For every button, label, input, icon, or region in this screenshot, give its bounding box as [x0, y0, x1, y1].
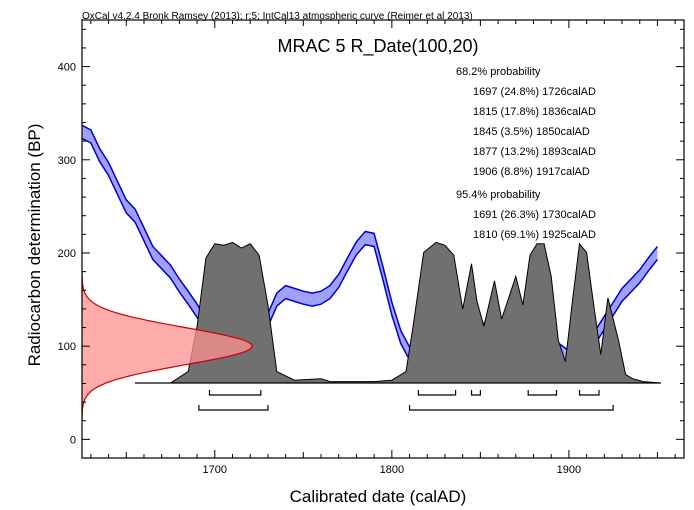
posterior-distribution: [135, 241, 662, 384]
probability-ranges-legend: 68.2% probability 1697 (24.8%) 1726calAD 1…: [456, 66, 596, 241]
range-entry: 1877 (13.2%) 1893calAD: [473, 146, 596, 158]
range-entry: 1815 (17.8%) 1836calAD: [473, 106, 596, 118]
x-tick-label: 1700: [203, 464, 227, 476]
x-tick-label: 1900: [557, 464, 581, 476]
measurement-distribution: [82, 271, 252, 421]
posterior-layer: [135, 241, 662, 384]
y-tick-label: 200: [58, 248, 76, 260]
x-tick-label: 1800: [380, 464, 404, 476]
range-bracket-95-1: [408, 405, 614, 411]
range-heading-95: 95.4% probability: [456, 189, 541, 201]
range-bracket-68-4: [578, 390, 600, 396]
y-tick-label: 300: [58, 155, 76, 167]
y-axis-label: Radiocarbon determination (BP): [25, 124, 44, 367]
axis-ticks-layer: 0 100 200 300 400 1700 1800 1900: [58, 20, 684, 476]
range-bracket-68-3: [527, 390, 558, 396]
range-entry: 1697 (24.8%) 1726calAD: [473, 86, 596, 98]
y-tick-label: 0: [70, 434, 76, 446]
range-heading-68: 68.2% probability: [456, 66, 541, 78]
measurement-layer: [81, 271, 253, 421]
calibration-curve-upper: [81, 124, 658, 360]
range-entry: 1906 (8.8%) 1917calAD: [473, 166, 590, 178]
range-bracket-68-0: [208, 390, 262, 396]
plot-frame: [81, 19, 685, 459]
range-bracket-68-1: [417, 390, 457, 396]
y-tick-label: 100: [58, 341, 76, 353]
range-entry: 1691 (26.3%) 1730calAD: [473, 209, 596, 221]
range-entry: 1845 (3.5%) 1850calAD: [473, 126, 590, 138]
y-tick-label: 400: [58, 62, 76, 74]
x-axis-label: Calibrated date (calAD): [290, 487, 467, 506]
range-entry: 1810 (69.1%) 1925calAD: [473, 229, 596, 241]
range-brackets-layer: [198, 390, 614, 411]
range-bracket-68-2: [470, 390, 481, 396]
chart-title: MRAC 5 R_Date(100,20): [277, 36, 478, 57]
measurement-outline: [81, 271, 253, 421]
oxcal-credit: OxCal v4.2.4 Bronk Ramsey (2013); r:5; I…: [82, 11, 473, 22]
range-bracket-95-0: [198, 405, 269, 411]
